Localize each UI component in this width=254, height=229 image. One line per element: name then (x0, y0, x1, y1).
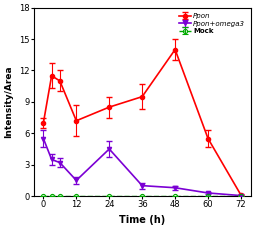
Y-axis label: Intensity/Area: Intensity/Area (4, 65, 13, 138)
Legend: Ppon, Ppon+omega3, Mock: Ppon, Ppon+omega3, Mock (176, 11, 246, 36)
X-axis label: Time (h): Time (h) (119, 215, 165, 225)
